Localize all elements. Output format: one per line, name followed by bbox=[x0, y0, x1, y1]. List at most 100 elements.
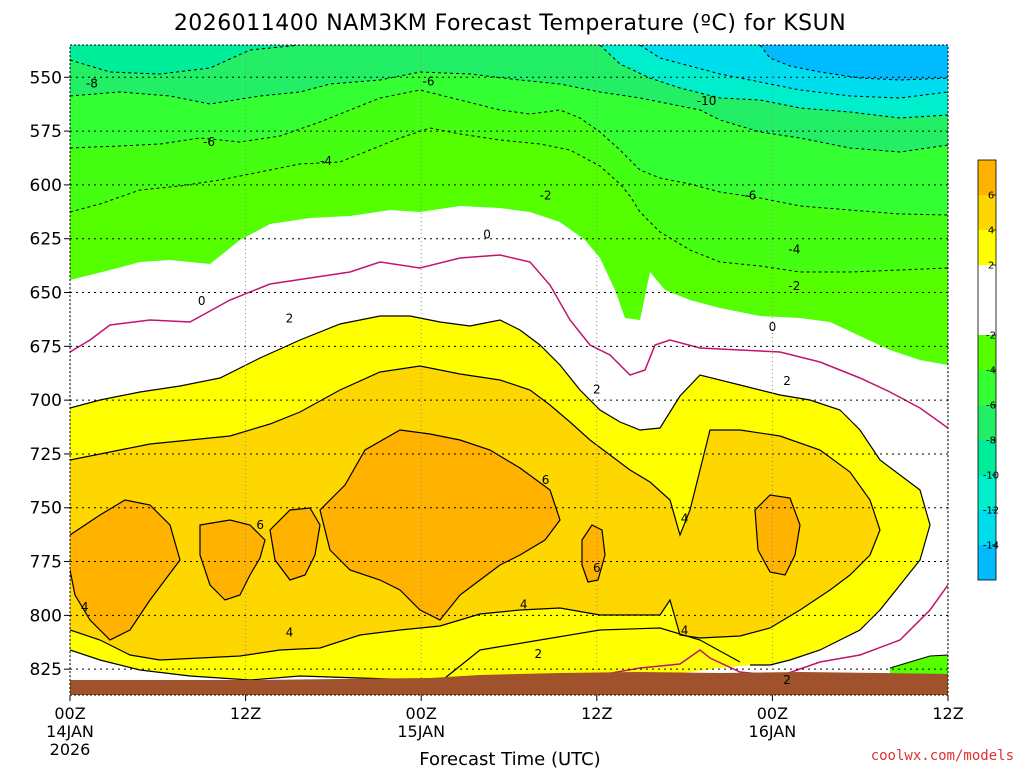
x-tick-label: 12Z bbox=[932, 704, 963, 723]
band-plus-6-center bbox=[320, 430, 560, 620]
contour-label: 0 bbox=[198, 294, 206, 308]
contour-label: 2 bbox=[783, 374, 791, 388]
isotherm-cold-bottom-right bbox=[889, 654, 948, 669]
colorbar-label: -6 bbox=[986, 401, 996, 412]
y-tick-label: 675 bbox=[30, 337, 62, 357]
colorbar-label: -2 bbox=[986, 331, 996, 342]
colorbar-band bbox=[978, 230, 996, 265]
contour-label: 6 bbox=[256, 518, 264, 532]
band-plus-6-mid bbox=[270, 508, 320, 580]
isotherm-plus-2 bbox=[70, 315, 931, 666]
terrain bbox=[70, 672, 948, 695]
y-tick-label: 600 bbox=[30, 176, 62, 196]
isotherm-plus-4 bbox=[70, 365, 881, 661]
x-axis-label: Forecast Time (UTC) bbox=[419, 749, 600, 768]
contour-label: -6 bbox=[203, 135, 215, 149]
chart-title: 2026011400 NAM3KM Forecast Temperature (… bbox=[174, 11, 846, 36]
colorbar-label: -12 bbox=[983, 506, 999, 517]
contour-label: -4 bbox=[788, 242, 800, 256]
band-minus-12 bbox=[640, 45, 948, 98]
contour-label: 4 bbox=[520, 598, 528, 612]
contour-label: 2 bbox=[783, 673, 791, 687]
band-minus-6 bbox=[70, 72, 948, 215]
y-tick-label: 725 bbox=[30, 445, 62, 465]
x-tick-label: 00Z bbox=[757, 704, 788, 723]
credit-text: coolwx.com/models bbox=[871, 748, 1014, 764]
x-tick-label: 12Z bbox=[230, 704, 261, 723]
contour-label: -8 bbox=[86, 77, 98, 91]
x-tick-date: 16JAN bbox=[749, 722, 797, 741]
isotherm-minus-12 bbox=[759, 45, 948, 81]
y-tick-label: 575 bbox=[30, 122, 62, 142]
band-plus-6-left bbox=[70, 500, 180, 640]
band-minus-10 bbox=[600, 45, 948, 118]
y-axis: 550 575 600 625 650 675 700 725 750 775 800 825 bbox=[30, 68, 70, 680]
terrain-ground bbox=[70, 672, 948, 695]
band-plus-6-right bbox=[755, 495, 800, 575]
x-tick-year: 2026 bbox=[50, 740, 91, 759]
x-tick-date: 14JAN bbox=[46, 722, 94, 741]
colorbar-band bbox=[978, 335, 996, 370]
contour-label: 4 bbox=[286, 626, 294, 640]
x-tick-label: 00Z bbox=[54, 704, 85, 723]
colorbar-band bbox=[978, 545, 996, 580]
colorbar-band bbox=[978, 370, 996, 405]
x-tick-label: 00Z bbox=[406, 704, 437, 723]
y-tick-label: 825 bbox=[30, 660, 62, 680]
band-minus-4 bbox=[70, 90, 948, 272]
colorbar-band bbox=[978, 405, 996, 440]
contour-label: -2 bbox=[540, 189, 552, 203]
band-plus-6-mid-left bbox=[200, 520, 265, 600]
contour-label: -2 bbox=[788, 279, 800, 293]
x-tick-date: 15JAN bbox=[397, 722, 445, 741]
colorbar-label: 2 bbox=[988, 261, 994, 272]
colorbar-label: -10 bbox=[983, 471, 999, 482]
colorbar-band bbox=[978, 475, 996, 510]
contour-label: -6 bbox=[423, 75, 435, 89]
isotherm-plus-6-a bbox=[70, 499, 181, 641]
isotherm-plus-6-c bbox=[269, 507, 321, 581]
band-minus-2 bbox=[70, 128, 948, 365]
colorbar-band bbox=[978, 265, 996, 335]
colorbar-band bbox=[978, 160, 996, 195]
contour-label: -6 bbox=[744, 189, 756, 203]
contour-labels: -8 -6 -10 -6 -4 -2 -6 0 -4 0 -2 2 0 2 2 6 6 4 6 4 4 4 4 2 2 bbox=[81, 75, 801, 687]
isotherm-plus-6-f bbox=[754, 494, 801, 576]
colorbar-band bbox=[978, 440, 996, 475]
colorbar: 6 4 2 -2 -4 -6 -8 -10 -12 -14 bbox=[977, 159, 999, 581]
contour-label: 2 bbox=[534, 647, 542, 661]
contour-label: 2 bbox=[286, 311, 294, 325]
colorbar-label: -14 bbox=[983, 541, 999, 552]
band-plus-6-small bbox=[582, 525, 605, 582]
y-tick-label: 700 bbox=[30, 391, 62, 411]
isotherm-plus-6-d bbox=[319, 429, 561, 621]
colorbar-label: 4 bbox=[988, 226, 994, 237]
isotherm-zero bbox=[70, 254, 948, 429]
isotherm-minus-8 bbox=[70, 45, 948, 119]
isotherm-minus-10 bbox=[639, 45, 948, 99]
contour-lines bbox=[70, 45, 948, 683]
contour-label: -4 bbox=[320, 154, 332, 168]
y-tick-label: 625 bbox=[30, 230, 62, 250]
contour-label: 4 bbox=[681, 512, 689, 526]
contour-label: -10 bbox=[697, 94, 717, 108]
grid bbox=[70, 45, 948, 695]
y-tick-label: 550 bbox=[30, 68, 62, 88]
y-tick-label: 775 bbox=[30, 553, 62, 573]
contour-label: 0 bbox=[483, 227, 491, 241]
band-minus-8-upper bbox=[70, 45, 948, 152]
y-tick-label: 750 bbox=[30, 499, 62, 519]
x-tick-label: 12Z bbox=[581, 704, 612, 723]
colorbar-band bbox=[978, 510, 996, 545]
colorbar-label: 6 bbox=[988, 191, 994, 202]
isotherm-plus-2-bottom bbox=[70, 627, 741, 683]
contour-label: 6 bbox=[542, 473, 550, 487]
contour-label: 0 bbox=[769, 320, 777, 334]
colorbar-label: -4 bbox=[986, 366, 996, 377]
isotherm-minus-6 bbox=[70, 71, 948, 153]
temperature-fill-bands bbox=[70, 45, 948, 695]
contour-label: 2 bbox=[593, 382, 601, 396]
contour-label: 6 bbox=[593, 561, 601, 575]
